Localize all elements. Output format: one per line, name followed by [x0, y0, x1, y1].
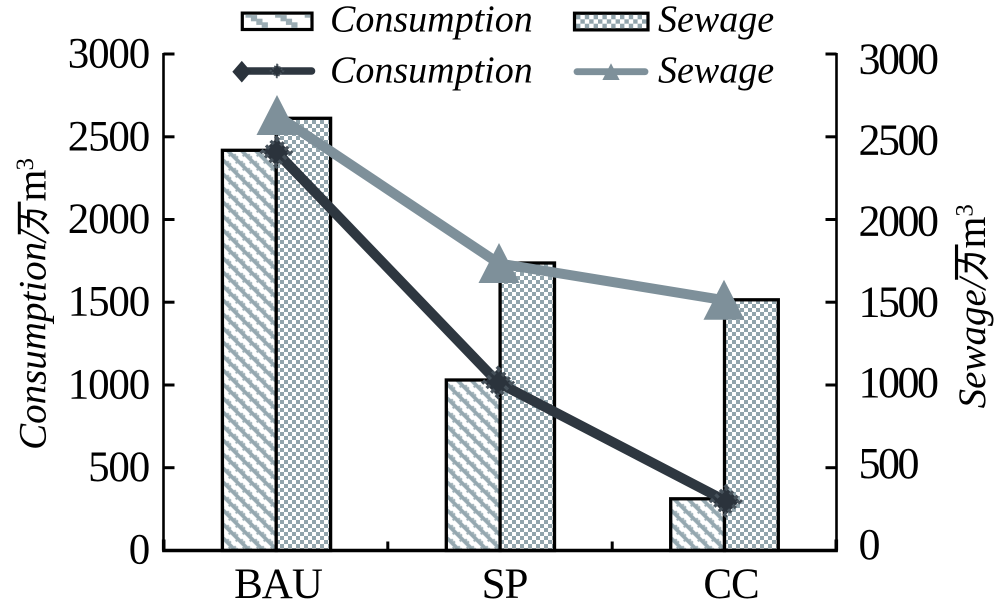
svg-text:Sewage: Sewage — [658, 50, 774, 92]
svg-text:BAU: BAU — [234, 561, 323, 608]
svg-text:1000: 1000 — [68, 361, 149, 408]
svg-text:CC: CC — [703, 561, 758, 608]
svg-text:Consumption: Consumption — [330, 50, 533, 92]
svg-text:500: 500 — [859, 439, 919, 488]
svg-text:Sewage: Sewage — [658, 0, 774, 40]
svg-text:0: 0 — [129, 527, 149, 574]
svg-text:m: m — [948, 216, 994, 248]
svg-text:SP: SP — [482, 561, 528, 608]
svg-text:3: 3 — [12, 158, 39, 171]
svg-text:1500: 1500 — [859, 277, 939, 326]
svg-text:2000: 2000 — [859, 196, 939, 245]
svg-text:3000: 3000 — [859, 35, 939, 84]
svg-text:2500: 2500 — [68, 113, 149, 160]
svg-text:1000: 1000 — [859, 358, 939, 407]
svg-text:1500: 1500 — [68, 279, 149, 326]
svg-text:2000: 2000 — [68, 196, 149, 243]
svg-text:3: 3 — [952, 204, 979, 217]
svg-text:m: m — [8, 169, 54, 201]
svg-text:2500: 2500 — [859, 116, 939, 165]
svg-text:500: 500 — [88, 444, 149, 491]
svg-text:0: 0 — [859, 520, 880, 569]
svg-text:3000: 3000 — [68, 31, 149, 78]
svg-text:Consumption/: Consumption/ — [11, 228, 54, 450]
svg-text:Consumption: Consumption — [330, 0, 533, 40]
svg-text:Sewage/: Sewage/ — [951, 275, 994, 408]
